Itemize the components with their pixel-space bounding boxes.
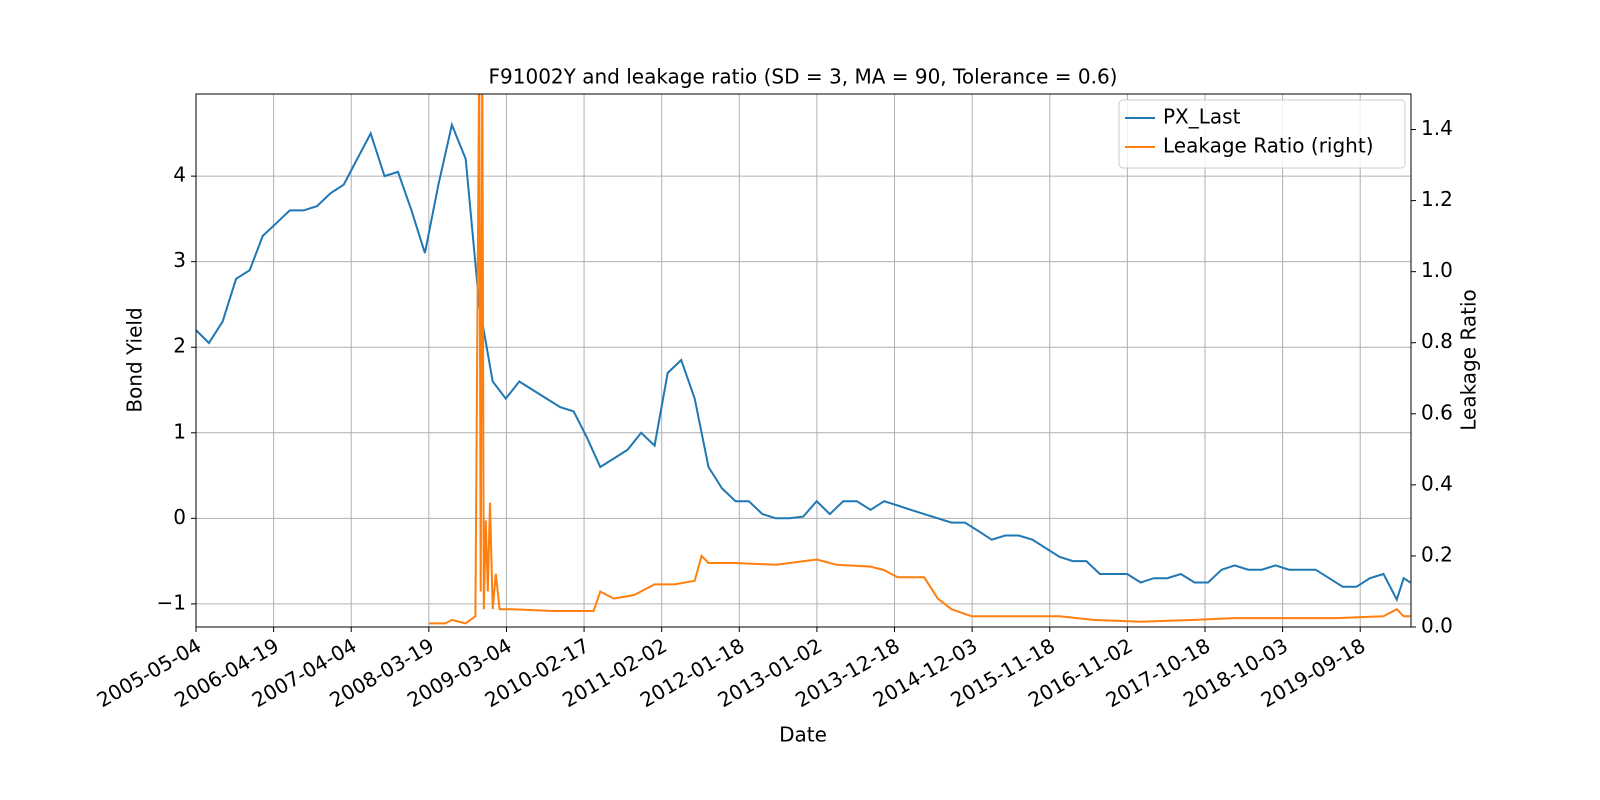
y2-tick-label: 1.0 bbox=[1421, 258, 1453, 282]
series-line bbox=[428, 94, 1411, 625]
y-tick-label: 2 bbox=[173, 334, 186, 358]
y-tick-label: 4 bbox=[173, 163, 186, 187]
y-tick-label: −1 bbox=[157, 590, 186, 614]
y-tick-label: 0 bbox=[173, 505, 186, 529]
y2-tick-label: 0.2 bbox=[1421, 542, 1453, 566]
series-line bbox=[196, 121, 1411, 603]
y2-tick-label: 1.2 bbox=[1421, 187, 1453, 211]
x-axis-label: Date bbox=[779, 723, 827, 747]
y2-tick-label: 1.4 bbox=[1421, 116, 1453, 140]
chart-title: F91002Y and leakage ratio (SD = 3, MA = … bbox=[489, 65, 1118, 89]
y2-tick-label: 0.0 bbox=[1421, 614, 1453, 638]
legend-label: Leakage Ratio (right) bbox=[1163, 134, 1374, 158]
legend-label: PX_Last bbox=[1163, 105, 1241, 129]
y2-axis-label: Leakage Ratio bbox=[1457, 289, 1481, 431]
y-axis-label: Bond Yield bbox=[123, 307, 147, 412]
y2-tick-label: 0.8 bbox=[1421, 329, 1453, 353]
plot-frame bbox=[195, 93, 1412, 628]
y2-tick-label: 0.6 bbox=[1421, 400, 1453, 424]
legend-box bbox=[1118, 99, 1406, 169]
y-tick-label: 3 bbox=[173, 248, 186, 272]
y-tick-label: 1 bbox=[173, 419, 186, 443]
y2-tick-label: 0.4 bbox=[1421, 471, 1453, 495]
